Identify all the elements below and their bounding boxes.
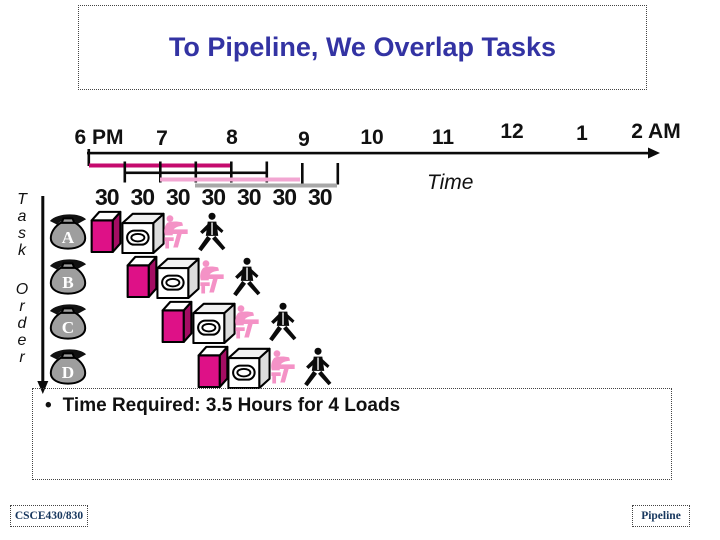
footer-course-text: CSCE430/830	[14, 510, 84, 522]
task-letter: B	[62, 273, 73, 292]
dryer-icon	[191, 301, 237, 344]
interval-30min-label: 30	[94, 184, 120, 210]
order-axis-letter: e	[17, 332, 27, 349]
time-axis-label: Time	[427, 171, 474, 194]
hour-label: 8	[226, 126, 238, 149]
interval-30min-label: 30	[272, 184, 297, 210]
time-axis	[87, 147, 660, 166]
dryer-icon	[226, 346, 272, 389]
hour-label: 9	[298, 128, 310, 151]
title-box: To Pipeline, We Overlap Tasks	[78, 5, 647, 90]
hour-label: 10	[360, 126, 384, 149]
interval-30min-label: 30	[201, 184, 226, 210]
walker-icon	[301, 347, 336, 391]
washer-icon	[124, 254, 160, 298]
hour-label: 12	[500, 120, 524, 143]
order-axis-letter: d	[17, 315, 27, 332]
task-order-axis	[37, 196, 49, 394]
bullet-text-box: • Time Required: 3.5 Hours for 4 Loads	[32, 388, 672, 480]
laundry-basket-icon: C	[48, 302, 88, 340]
hour-label: 6 PM	[74, 126, 124, 149]
bullet-marker: •	[45, 395, 52, 416]
walker-icon	[230, 257, 265, 301]
hour-label: 7	[156, 127, 168, 150]
task-letter: C	[62, 318, 74, 337]
task-letter: A	[62, 228, 75, 247]
dryer-icon	[120, 211, 166, 254]
hour-label: 2 AM	[631, 120, 681, 143]
laundry-basket-icon: A	[48, 212, 88, 250]
task-letter: D	[62, 363, 74, 382]
laundry-basket-icon: D	[48, 347, 88, 385]
task-axis-letter: a	[17, 208, 27, 225]
folder-icon	[268, 349, 299, 390]
walker-icon	[195, 212, 230, 256]
task-axis-letter: k	[18, 242, 26, 259]
footer-section-text: Pipeline	[641, 510, 681, 522]
washer-icon	[88, 209, 124, 253]
dryer-icon	[155, 256, 201, 299]
task-axis-letter: T	[17, 191, 27, 208]
task-axis-letter: s	[18, 225, 26, 242]
folder-icon	[161, 214, 192, 255]
order-axis-letter: O	[15, 281, 29, 298]
order-axis-letter: r	[19, 349, 25, 366]
page-title: To Pipeline, We Overlap Tasks	[168, 32, 557, 62]
folder-icon	[197, 259, 228, 300]
footer-section-label: Pipeline	[632, 505, 690, 527]
hour-label: 11	[431, 126, 455, 149]
walker-icon	[266, 302, 301, 346]
interval-30min-label: 30	[236, 184, 262, 210]
stage-interval-bars	[89, 161, 340, 188]
hour-label: 1	[576, 122, 588, 145]
interval-30min-label: 30	[165, 184, 191, 210]
interval-30min-label: 30	[130, 184, 155, 210]
laundry-basket-icon: B	[48, 257, 88, 295]
interval-30min-label: 30	[307, 184, 333, 210]
washer-icon	[159, 299, 195, 343]
order-axis-letter: r	[19, 298, 25, 315]
washer-icon	[195, 344, 231, 388]
time-required-text: Time Required: 3.5 Hours for 4 Loads	[62, 395, 401, 416]
footer-course-label: CSCE430/830	[10, 505, 88, 527]
folder-icon	[232, 304, 263, 345]
